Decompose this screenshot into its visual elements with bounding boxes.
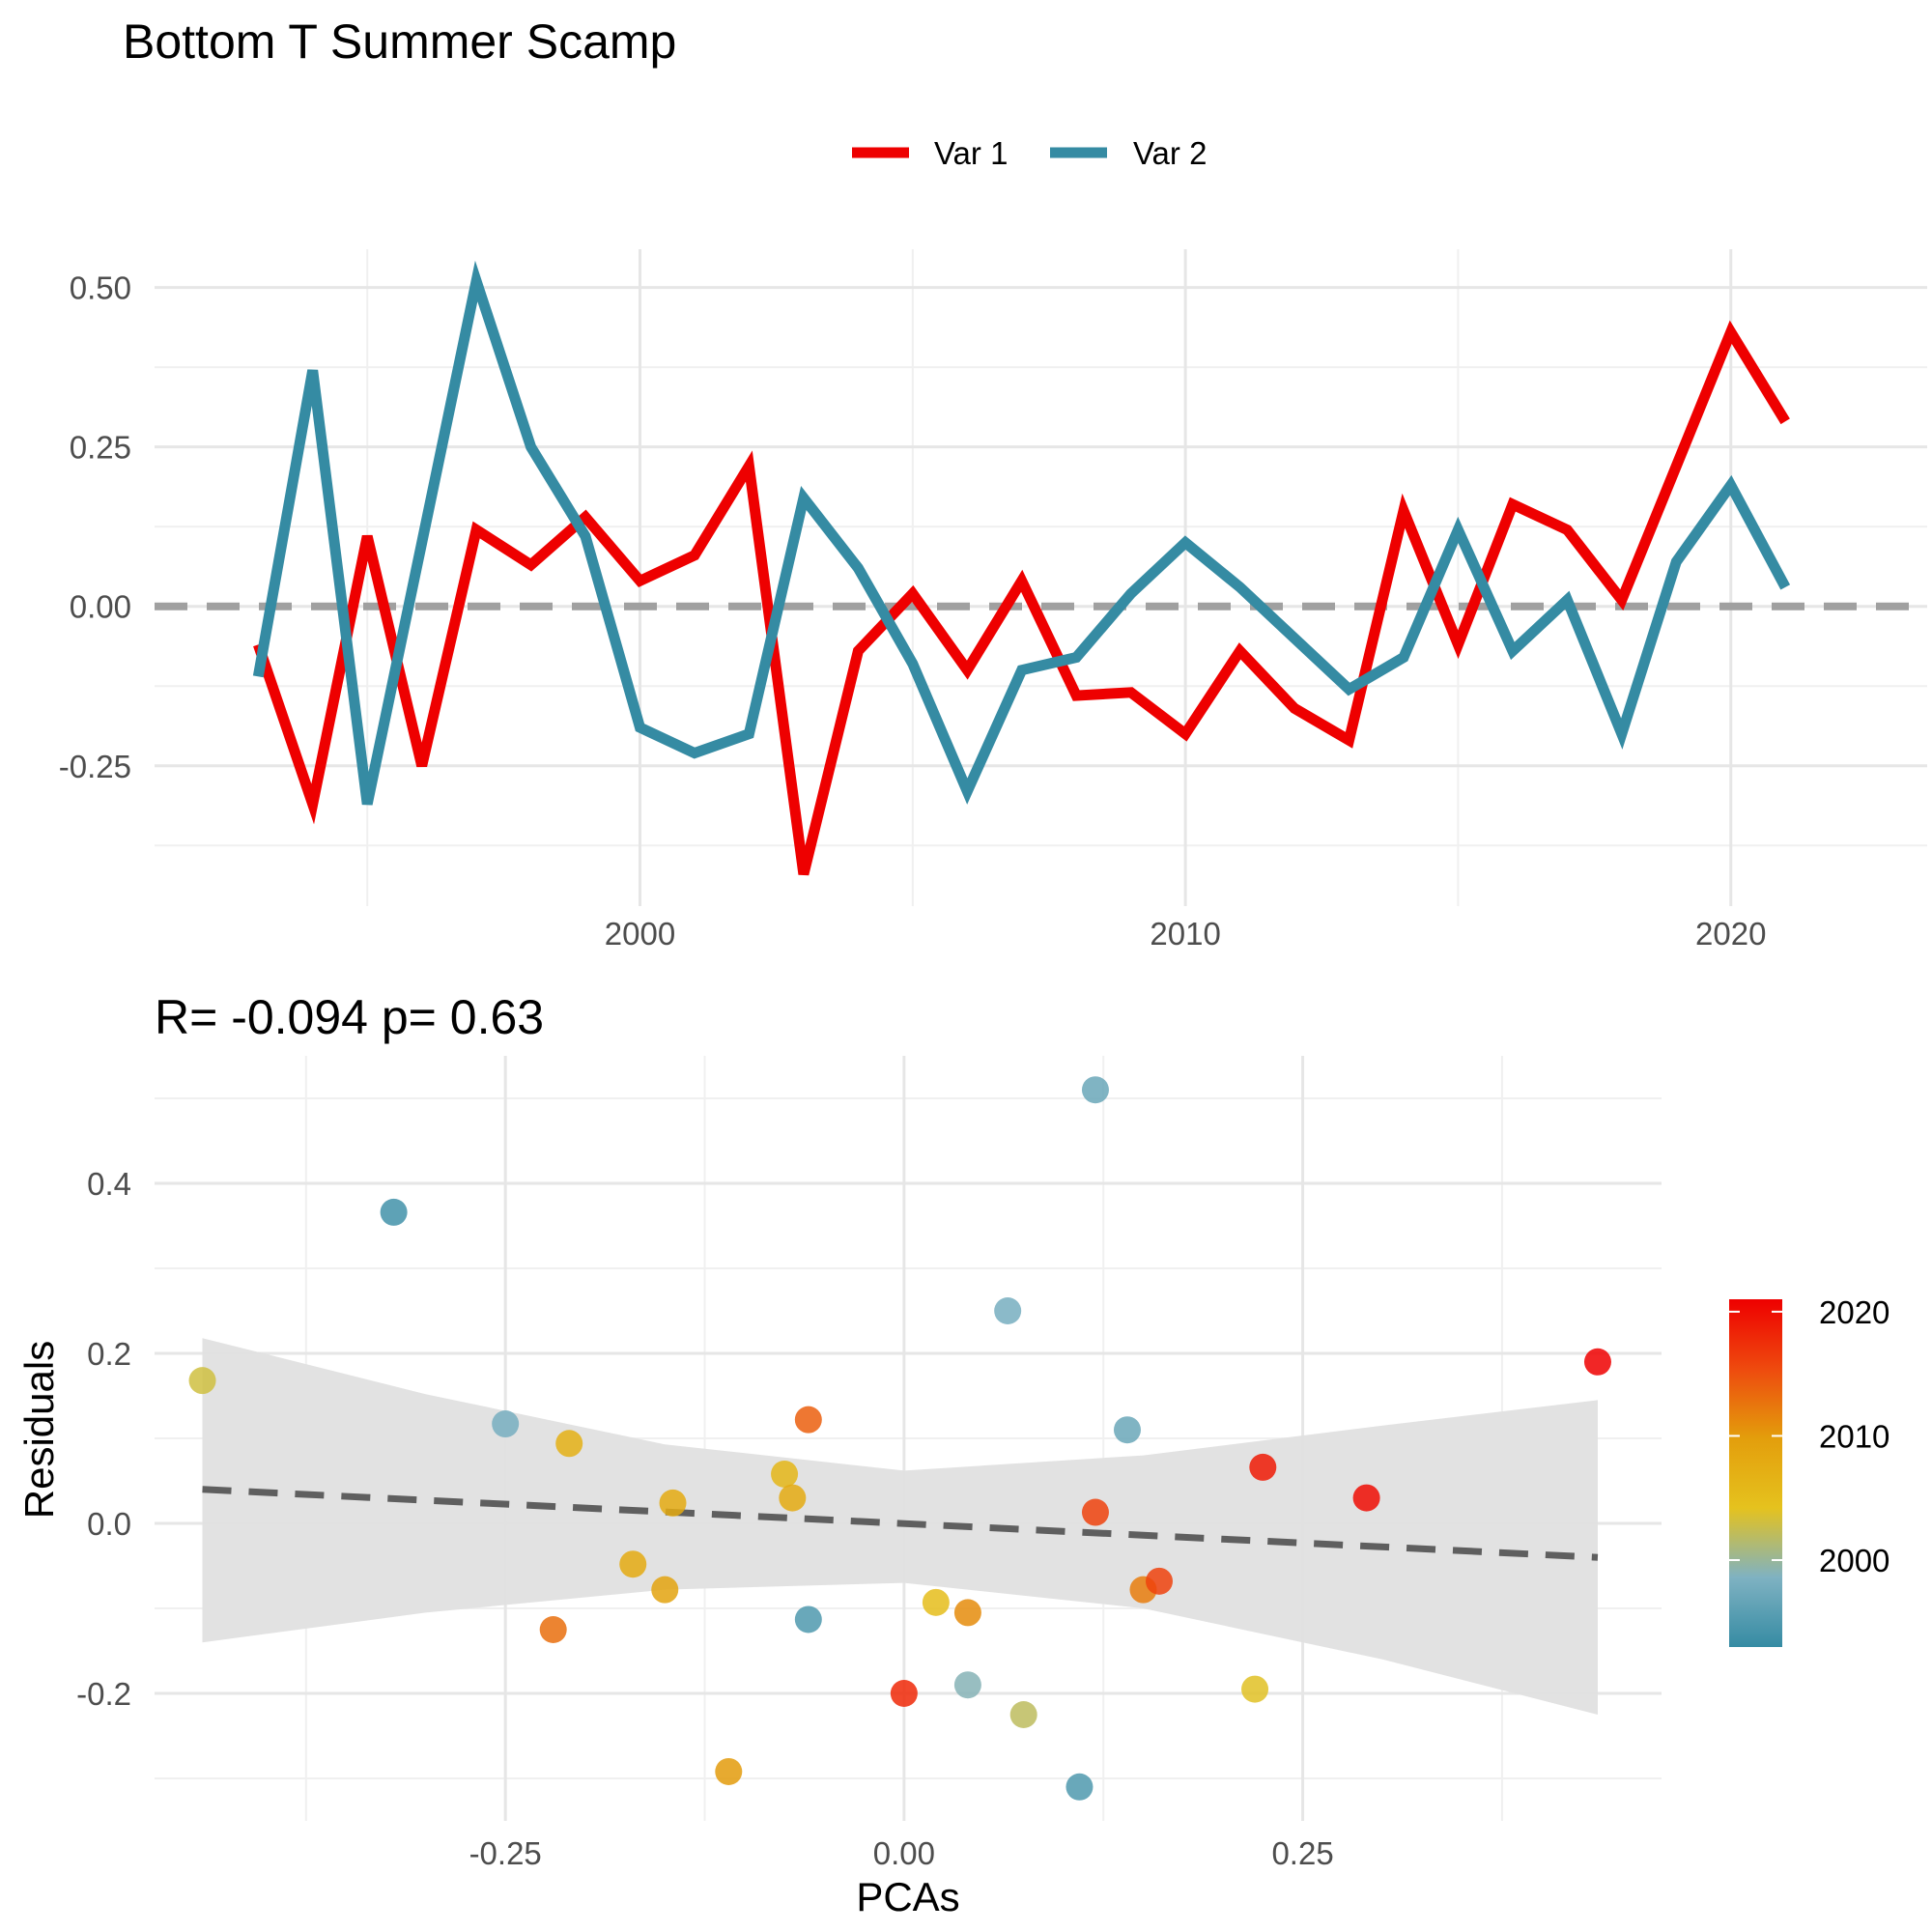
- x-tick-label: 2010: [1150, 916, 1220, 952]
- x-axis-title: PCAs: [856, 1874, 959, 1919]
- scatter-point: [1241, 1675, 1269, 1703]
- scatter-point: [794, 1406, 822, 1434]
- legend-label-var1: Var 1: [934, 135, 1008, 171]
- colorbar-label: 2010: [1819, 1418, 1889, 1454]
- colorbar-label: 2000: [1819, 1543, 1889, 1578]
- scatter-point: [890, 1680, 918, 1707]
- y-tick-label: 0.50: [70, 270, 131, 306]
- scatter-point: [1249, 1453, 1277, 1481]
- scatter-point: [619, 1550, 647, 1578]
- scatter-point: [1113, 1416, 1141, 1444]
- figure-title: Bottom T Summer Scamp: [123, 14, 676, 69]
- series-line-2: [252, 260, 1791, 806]
- line-chart-y-ticks: 0.50 0.25 0.00 -0.25: [59, 270, 131, 784]
- scatter-point: [953, 1599, 981, 1627]
- y-tick-label: 0.0: [87, 1506, 131, 1542]
- x-tick-label: 0.00: [873, 1835, 935, 1871]
- line-chart-x-ticks: 2000 2010 2020: [605, 916, 1767, 952]
- scatter-point: [1081, 1498, 1109, 1526]
- line-chart-panel: 0.50 0.25 0.00 -0.25 2000 2010 2020: [59, 249, 1927, 952]
- correlation-stats: R= -0.094 p= 0.63: [155, 990, 544, 1044]
- y-tick-label: 0.4: [87, 1166, 131, 1202]
- scatter-point: [1352, 1484, 1380, 1512]
- scatter-x-ticks: -0.25 0.00 0.25: [469, 1835, 1334, 1871]
- scatter-chart-panel: 0.4 0.2 0.0 -0.2 -0.25 0.00 0.25 PCAs Re…: [16, 1056, 1662, 1919]
- scatter-point: [1583, 1348, 1611, 1376]
- legend: Var 1 Var 2: [852, 135, 1207, 171]
- scatter-point: [953, 1671, 981, 1699]
- line-chart-grid: [155, 249, 1927, 906]
- y-tick-label: 0.2: [87, 1336, 131, 1372]
- x-tick-label: 2020: [1695, 916, 1766, 952]
- scatter-point: [1081, 1076, 1109, 1104]
- colorbar-ticks: 2020 2010 2000: [1729, 1294, 1889, 1578]
- scatter-point: [651, 1576, 679, 1604]
- scatter-point: [380, 1198, 408, 1226]
- scatter-points: [188, 1076, 1611, 1801]
- trend-line: [202, 1486, 1599, 1561]
- series-line-1: [253, 320, 1790, 876]
- trend-dashed-line: [202, 1486, 1599, 1561]
- x-tick-label: -0.25: [469, 1835, 542, 1871]
- scatter-point: [779, 1484, 807, 1512]
- colorbar-label: 2020: [1819, 1294, 1889, 1330]
- scatter-point: [922, 1588, 950, 1616]
- scatter-point: [1146, 1567, 1173, 1595]
- line-chart-series: [252, 260, 1791, 876]
- y-tick-label: -0.2: [76, 1676, 131, 1712]
- scatter-point: [555, 1430, 583, 1458]
- legend-label-var2: Var 2: [1133, 135, 1207, 171]
- scatter-point: [994, 1297, 1022, 1324]
- y-tick-label: -0.25: [59, 749, 131, 784]
- y-tick-label: 0.25: [70, 430, 131, 466]
- scatter-point: [771, 1460, 799, 1488]
- colorbar-legend: 2020 2010 2000: [1729, 1294, 1889, 1647]
- scatter-point: [1065, 1773, 1094, 1801]
- scatter-point: [715, 1757, 743, 1785]
- x-tick-label: 0.25: [1271, 1835, 1333, 1871]
- scatter-point: [794, 1605, 822, 1634]
- scatter-point: [492, 1410, 520, 1438]
- colorbar: [1729, 1299, 1782, 1647]
- y-axis-title: Residuals: [16, 1341, 62, 1519]
- scatter-point: [1009, 1701, 1037, 1728]
- y-tick-label: 0.00: [70, 589, 131, 625]
- scatter-y-ticks: 0.4 0.2 0.0 -0.2: [76, 1166, 131, 1712]
- scatter-point: [659, 1489, 687, 1517]
- scatter-point: [539, 1616, 567, 1643]
- x-tick-label: 2000: [605, 916, 675, 952]
- scatter-point: [188, 1367, 216, 1395]
